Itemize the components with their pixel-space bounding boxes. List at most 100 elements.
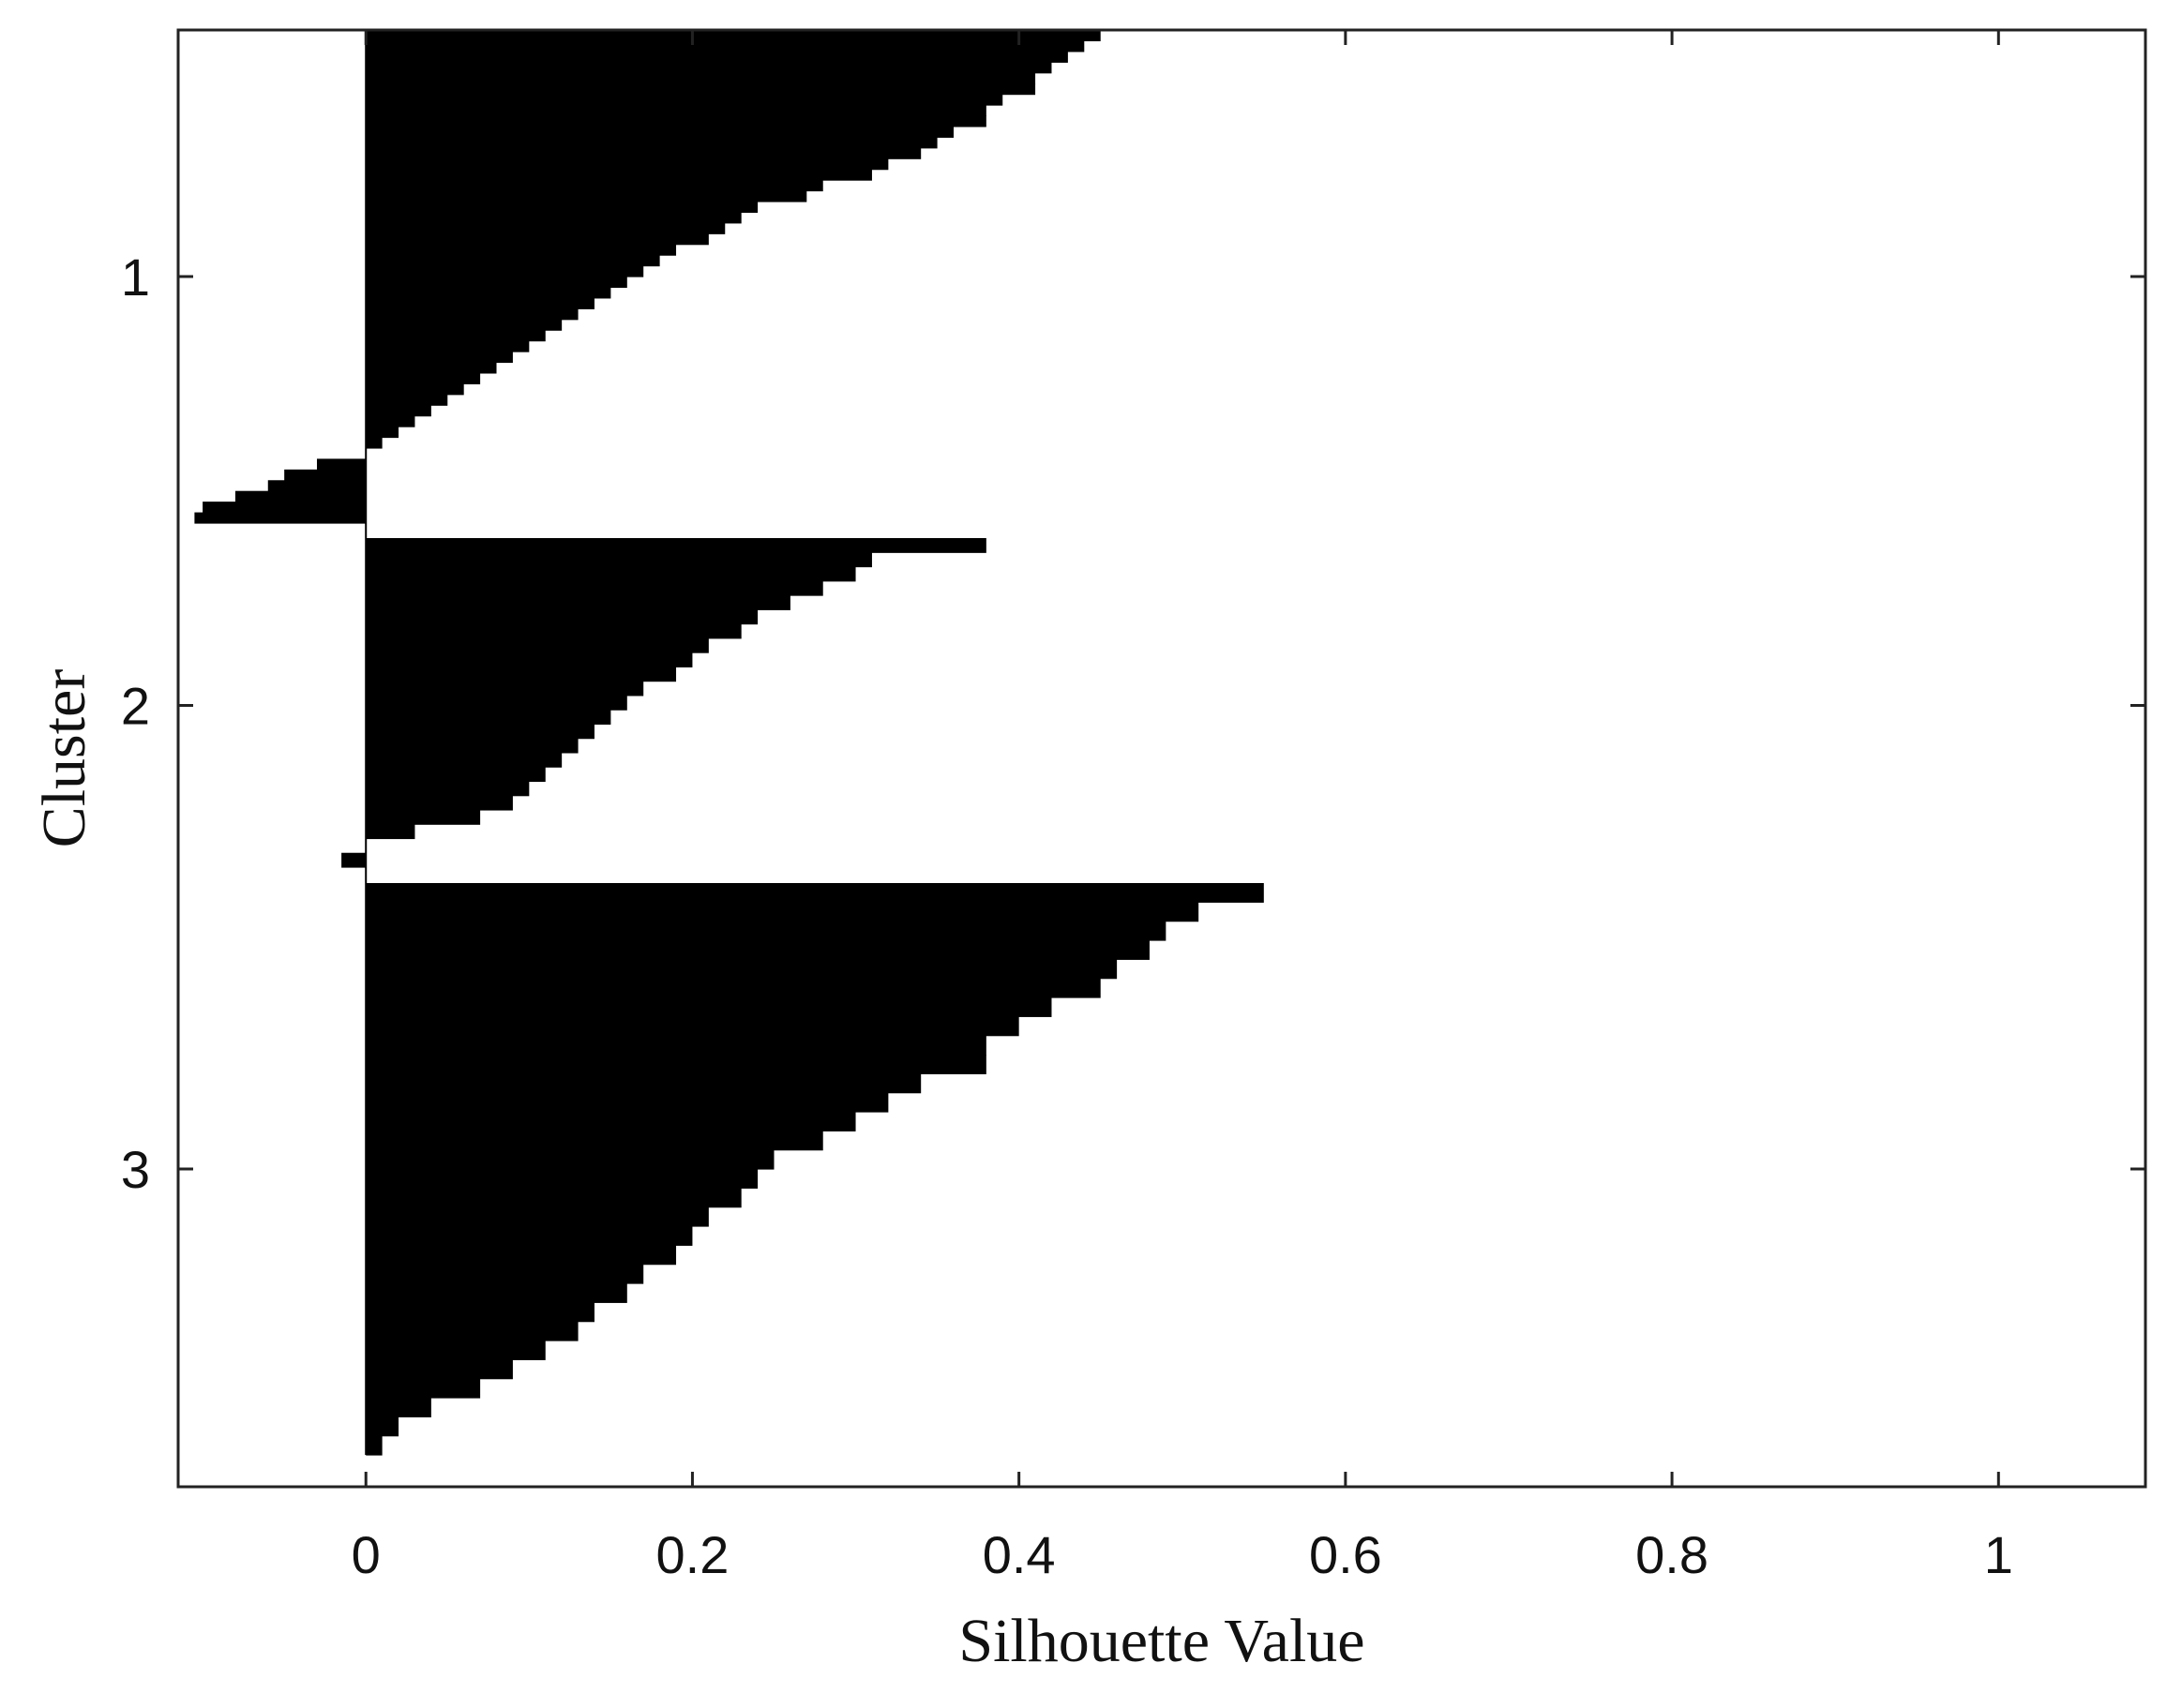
silhouette-bar xyxy=(366,255,660,267)
silhouette-bar xyxy=(366,978,1101,998)
silhouette-bar xyxy=(366,1302,594,1323)
silhouette-bar xyxy=(366,902,1199,922)
silhouette-bar xyxy=(366,352,513,364)
silhouette-bar xyxy=(366,710,611,725)
x-tick-label: 0.2 xyxy=(656,1525,730,1584)
x-tick-label: 1 xyxy=(1984,1525,2013,1584)
x-axis-title: Silhouette Value xyxy=(958,1607,1364,1675)
x-tick-label: 0.8 xyxy=(1635,1525,1708,1584)
silhouette-bar xyxy=(366,340,530,352)
silhouette-bar xyxy=(366,883,1264,903)
silhouette-bar xyxy=(366,1341,546,1360)
silhouette-bar xyxy=(366,1149,775,1170)
silhouette-bar xyxy=(366,1055,986,1074)
silhouette-bar xyxy=(366,1398,431,1417)
silhouette-bar xyxy=(366,394,448,406)
x-tick-label: 0.6 xyxy=(1309,1525,1382,1584)
axes-box xyxy=(176,28,2147,1489)
silhouette-bar xyxy=(366,809,481,825)
silhouette-bar xyxy=(366,30,1101,42)
silhouette-bar xyxy=(366,1226,693,1246)
silhouette-bar xyxy=(366,1169,759,1189)
silhouette-bar xyxy=(366,212,742,224)
silhouette-bar xyxy=(366,94,1003,106)
silhouette-bar xyxy=(366,767,546,783)
silhouette-bar xyxy=(366,372,481,384)
y-tick-label: 1 xyxy=(121,247,150,307)
y-tick-label: 2 xyxy=(121,677,150,736)
silhouette-bar xyxy=(366,1435,383,1456)
silhouette-bar xyxy=(366,405,431,417)
silhouette-bar xyxy=(366,126,955,138)
silhouette-bar xyxy=(366,1016,1019,1037)
silhouette-bar xyxy=(366,940,1150,960)
x-tick-label: 0.4 xyxy=(983,1525,1056,1584)
silhouette-bar xyxy=(366,51,1068,63)
silhouette-bar xyxy=(366,566,856,582)
silhouette-bar xyxy=(366,319,563,331)
silhouette-bar xyxy=(366,115,986,127)
silhouette-bar xyxy=(366,997,1052,1017)
silhouette-bar xyxy=(366,1283,627,1303)
silhouette-bar xyxy=(366,1245,677,1266)
silhouette-bar xyxy=(366,277,627,289)
silhouette-bar xyxy=(366,105,986,117)
silhouette-bar xyxy=(366,1131,823,1151)
y-tick-label: 3 xyxy=(121,1140,150,1199)
silhouette-bar xyxy=(366,415,415,427)
silhouette-bar xyxy=(366,137,938,149)
silhouette-bar xyxy=(366,190,807,202)
silhouette-bar xyxy=(366,552,872,568)
silhouette-bar xyxy=(366,609,759,625)
silhouette-bar xyxy=(366,538,986,553)
silhouette-bar xyxy=(366,83,1036,96)
silhouette-bar xyxy=(366,795,513,811)
silhouette-bar xyxy=(366,201,759,213)
silhouette-bar xyxy=(366,595,790,610)
silhouette-bar xyxy=(194,512,367,524)
silhouette-bar xyxy=(366,1378,481,1399)
silhouette-bar xyxy=(284,469,367,481)
silhouette-bar xyxy=(366,72,1036,84)
silhouette-bar xyxy=(366,222,726,234)
silhouette-bar xyxy=(366,580,823,596)
silhouette-bar xyxy=(366,265,644,277)
silhouette-bar xyxy=(366,244,677,256)
silhouette-bar xyxy=(366,1359,513,1380)
silhouette-bar xyxy=(366,362,497,374)
silhouette-bar xyxy=(366,652,693,667)
silhouette-bar xyxy=(366,724,594,740)
silhouette-bar xyxy=(366,738,579,754)
silhouette-bar xyxy=(366,623,742,639)
silhouette-bar xyxy=(366,1416,399,1437)
silhouette-bar xyxy=(366,437,383,449)
silhouette-bar xyxy=(366,147,922,159)
y-ticks-layer: 1 2 3 xyxy=(121,247,2145,1199)
silhouette-bar xyxy=(366,1092,889,1113)
silhouette-bar xyxy=(366,1073,922,1094)
silhouette-bar xyxy=(316,458,367,471)
silhouette-bar xyxy=(366,752,563,768)
silhouette-bar xyxy=(366,297,594,309)
silhouette-bar xyxy=(366,233,709,246)
silhouette-bar xyxy=(366,62,1052,74)
silhouette-bar xyxy=(366,40,1085,52)
y-axis-title: Cluster xyxy=(30,669,98,848)
silhouette-bar xyxy=(203,502,367,514)
silhouette-bar xyxy=(366,1188,742,1208)
silhouette-bar xyxy=(234,490,367,502)
silhouette-bar xyxy=(366,169,872,181)
silhouette-bar xyxy=(267,480,367,492)
bars-layer xyxy=(194,30,1264,1456)
x-tick-label: 0 xyxy=(352,1525,381,1584)
silhouette-bar xyxy=(366,383,464,396)
silhouette-bar xyxy=(366,330,546,342)
silhouette-bar xyxy=(366,180,823,192)
silhouette-bar xyxy=(366,681,644,697)
silhouette-bar xyxy=(366,824,415,840)
silhouette-bar xyxy=(366,1035,986,1056)
silhouette-bar xyxy=(366,667,677,682)
silhouette-bar xyxy=(341,852,367,868)
